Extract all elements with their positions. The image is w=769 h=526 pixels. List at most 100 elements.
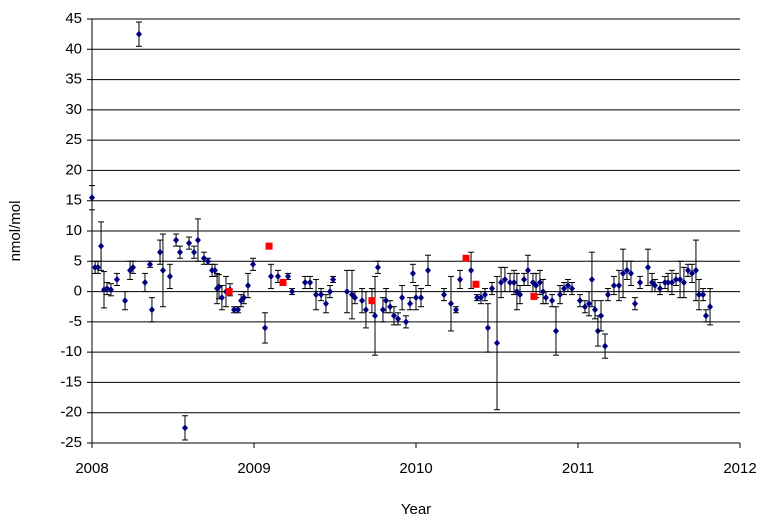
point — [702, 312, 709, 320]
point — [569, 285, 576, 293]
point — [684, 266, 691, 274]
point — [173, 236, 180, 244]
point — [707, 303, 714, 311]
point — [592, 306, 599, 314]
point — [250, 260, 257, 268]
point — [318, 291, 325, 299]
point — [549, 297, 556, 305]
point — [359, 297, 366, 305]
point — [511, 278, 518, 286]
point — [552, 327, 559, 335]
point — [474, 294, 481, 302]
point — [129, 263, 136, 271]
point — [383, 297, 390, 305]
point — [673, 275, 680, 283]
point — [651, 282, 658, 290]
point — [644, 263, 651, 271]
point — [265, 242, 273, 250]
point — [594, 327, 601, 335]
point — [186, 239, 193, 247]
point — [472, 280, 480, 288]
point — [146, 260, 153, 268]
point — [141, 278, 148, 286]
point — [604, 291, 611, 299]
point — [689, 269, 696, 277]
x-axis-title: Year — [401, 501, 431, 518]
point — [374, 263, 381, 271]
point — [620, 269, 627, 277]
point — [234, 306, 241, 314]
point — [191, 248, 198, 256]
point — [98, 242, 105, 250]
point — [204, 257, 211, 265]
point — [530, 292, 538, 300]
point — [231, 306, 238, 314]
point — [135, 30, 142, 38]
point — [274, 272, 281, 280]
point — [362, 306, 369, 314]
point — [677, 275, 684, 283]
point — [157, 248, 164, 256]
x-tick-label: 2008 — [75, 460, 108, 477]
x-tick-label: 2011 — [562, 460, 594, 477]
point — [94, 263, 101, 271]
point — [517, 291, 524, 299]
point — [632, 300, 639, 308]
point — [542, 294, 549, 302]
y-tick-label: 20 — [65, 161, 82, 178]
y-tick-label: 10 — [65, 222, 82, 239]
point — [615, 282, 622, 290]
point — [506, 278, 513, 286]
y-tick-label: -10 — [60, 343, 82, 360]
point — [424, 266, 431, 274]
point — [536, 278, 543, 286]
point — [700, 291, 707, 299]
point — [468, 266, 475, 274]
point — [484, 324, 491, 332]
point — [447, 300, 454, 308]
point — [661, 278, 668, 286]
point — [113, 275, 120, 283]
point — [581, 303, 588, 311]
point — [692, 266, 699, 274]
point — [285, 272, 292, 280]
point — [194, 236, 201, 244]
point — [268, 272, 275, 280]
point — [598, 312, 605, 320]
point — [413, 294, 419, 302]
point — [418, 294, 425, 302]
point — [409, 269, 416, 277]
point — [176, 248, 183, 256]
point — [680, 278, 687, 286]
point — [627, 269, 634, 277]
point — [462, 254, 470, 262]
x-tick-label: 2010 — [399, 460, 432, 477]
x-tick-label: 2009 — [237, 460, 270, 477]
x-tick-label: 2012 — [723, 460, 756, 477]
y-tick-label: 45 — [65, 10, 82, 27]
point — [399, 294, 406, 302]
point — [211, 266, 218, 274]
point — [588, 275, 595, 283]
point — [343, 288, 350, 296]
point — [107, 286, 114, 294]
point — [395, 315, 402, 323]
point — [351, 294, 358, 302]
point — [477, 294, 484, 302]
point — [245, 282, 252, 290]
point — [576, 297, 583, 305]
point — [533, 282, 540, 290]
point — [181, 424, 188, 432]
point — [289, 288, 296, 296]
point — [557, 291, 564, 299]
point — [586, 300, 593, 308]
point — [668, 278, 675, 286]
point — [407, 300, 414, 308]
point — [453, 306, 460, 314]
point — [279, 278, 287, 286]
y-tick-label: 0 — [74, 283, 82, 300]
y-tick-label: -15 — [60, 373, 82, 390]
y-tick-label: -5 — [69, 313, 82, 330]
point — [390, 312, 397, 320]
